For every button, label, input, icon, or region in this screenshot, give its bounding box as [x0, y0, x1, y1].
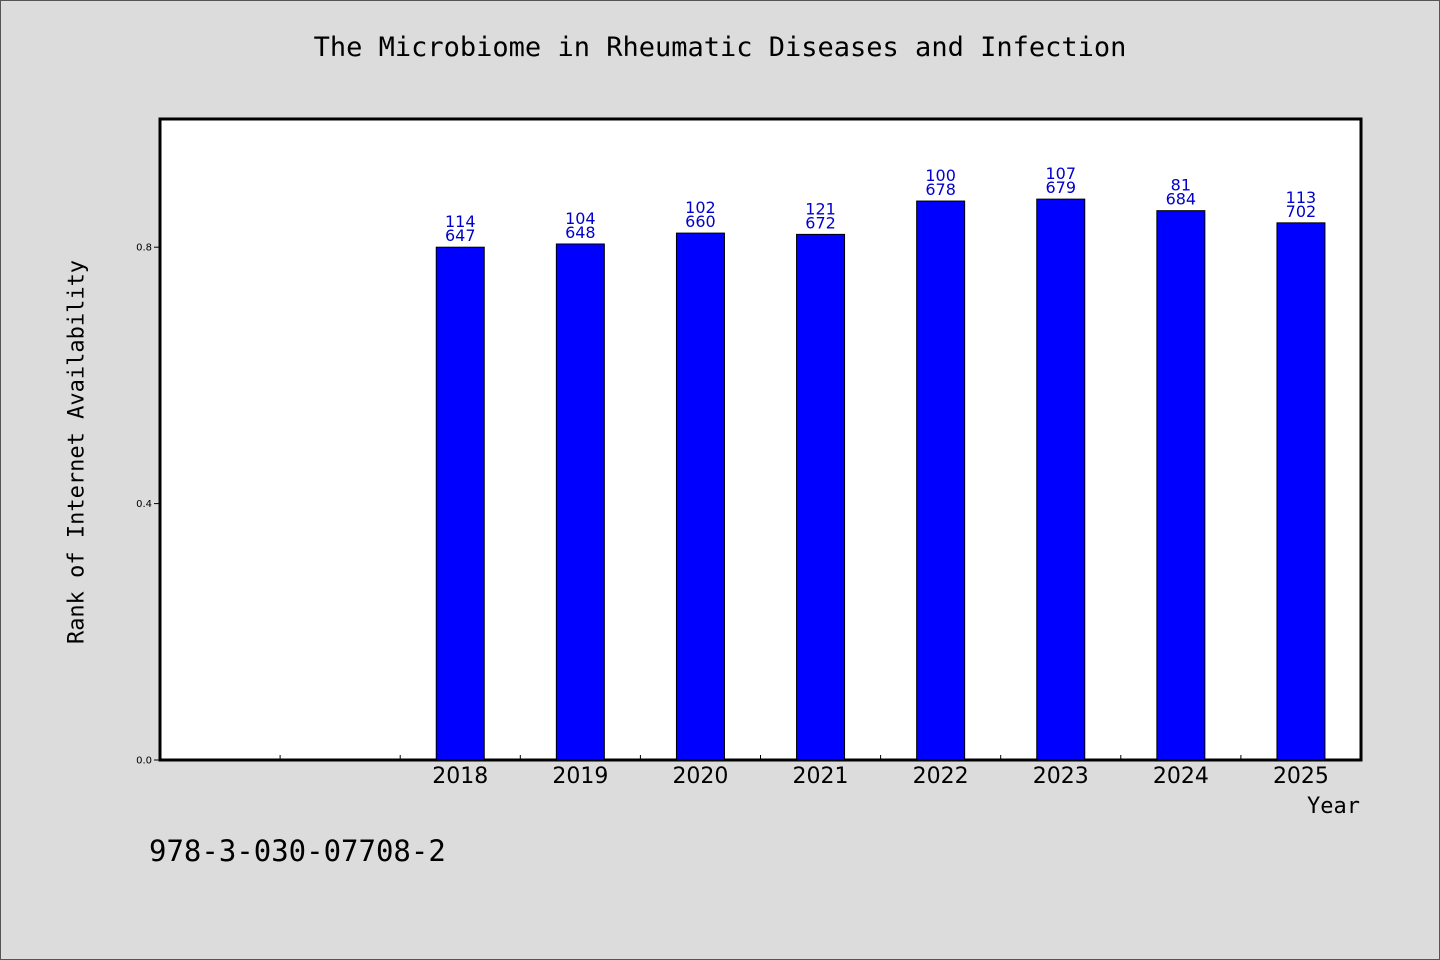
x-axis-label: Year — [1307, 794, 1360, 819]
data-label-upper: 107 — [1045, 164, 1076, 183]
bar-2025 — [1276, 222, 1326, 761]
bar-2024 — [1156, 210, 1206, 761]
data-label-upper: 114 — [445, 212, 476, 231]
bar-2019 — [555, 243, 605, 761]
x-tick-label: 2025 — [1273, 764, 1329, 789]
data-label-lower: 684 — [1166, 190, 1197, 209]
data-label-lower: 679 — [1045, 178, 1076, 197]
bar-2023 — [1036, 198, 1086, 761]
data-label-lower: 648 — [565, 223, 596, 242]
data-label-lower: 672 — [805, 213, 836, 232]
data-label-lower: 647 — [445, 226, 476, 245]
bar-2021 — [796, 233, 846, 761]
data-label-upper: 104 — [565, 209, 596, 228]
x-tick-label: 2022 — [913, 764, 969, 789]
y-tick-label: 0.4 — [136, 499, 152, 510]
x-tick-label: 2018 — [432, 764, 488, 789]
x-tick-label: 2024 — [1153, 764, 1209, 789]
bar-2022 — [916, 200, 966, 761]
x-tick-label: 2019 — [552, 764, 608, 789]
y-tick-label: 0.8 — [136, 243, 152, 254]
data-label-upper: 81 — [1171, 176, 1191, 195]
data-label-lower: 702 — [1286, 202, 1317, 221]
y-axis-ticks: 0.0 0.4 0.8 — [136, 243, 160, 767]
data-label-upper: 102 — [685, 198, 716, 217]
x-axis-ticks: 2018 2019 2020 2021 2022 2023 2024 2025 — [279, 755, 1329, 789]
data-label-lower: 660 — [685, 212, 716, 231]
x-tick-label: 2021 — [793, 764, 849, 789]
chart-title: The Microbiome in Rheumatic Diseases and… — [313, 32, 1127, 63]
x-tick-label: 2020 — [672, 764, 728, 789]
bar-2020 — [675, 232, 725, 761]
bars-group — [435, 198, 1326, 761]
x-tick-label: 2023 — [1033, 764, 1089, 789]
isbn-footer-text: 978-3-030-07708-2 — [149, 834, 446, 868]
bar-2018 — [435, 246, 485, 761]
y-tick-label: 0.0 — [136, 756, 152, 767]
data-label-upper: 121 — [805, 199, 836, 218]
data-label-lower: 678 — [925, 180, 956, 199]
data-label-upper: 100 — [925, 166, 956, 185]
data-label-upper: 113 — [1286, 188, 1317, 207]
